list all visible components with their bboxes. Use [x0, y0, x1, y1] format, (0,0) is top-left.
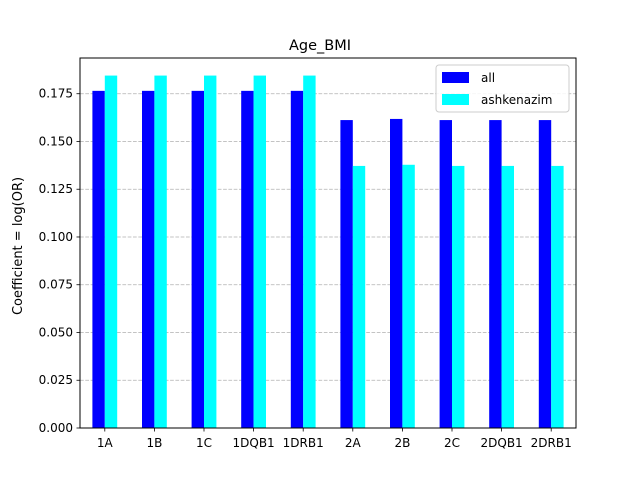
bar-ashkenazim-2DQB1 [501, 165, 514, 428]
x-tick-label: 2DRB1 [531, 436, 572, 450]
bar-ashkenazim-1DRB1 [303, 75, 316, 428]
legend-box [435, 64, 570, 113]
y-tick-label: 0.075 [39, 278, 73, 292]
bar-all-1C [191, 90, 204, 429]
bar-ashkenazim-1B [154, 75, 167, 428]
x-tick-label: 2A [345, 436, 362, 450]
x-tick-label: 2DQB1 [481, 436, 523, 450]
bar-ashkenazim-2C [452, 165, 465, 428]
x-tick-label: 2C [444, 436, 460, 450]
bar-ashkenazim-2DRB1 [551, 165, 564, 428]
y-tick-label: 0.025 [39, 373, 73, 387]
bar-all-1A [92, 90, 105, 429]
legend-label-ashkenazim: ashkenazim [481, 93, 552, 107]
axis-ticks: 0.000 0.025 0.050 0.075 0.100 0.125 0.150 0.175… [39, 87, 572, 450]
y-tick-label: 0.175 [39, 87, 73, 101]
bar-ashkenazim-2B [402, 164, 415, 429]
x-tick-label: 2B [394, 436, 410, 450]
bar-all-1DQB1 [241, 90, 254, 429]
x-tick-label: 1A [97, 436, 114, 450]
legend-swatch-ashkenazim [442, 94, 469, 105]
bar-all-2DRB1 [538, 120, 552, 428]
x-tick-label: 1C [196, 436, 212, 450]
legend: all ashkenazim [435, 64, 570, 113]
y-tick-label: 0.050 [39, 325, 73, 339]
y-tick-label: 0.125 [39, 182, 73, 196]
bars [92, 75, 564, 429]
bar-ashkenazim-1DQB1 [253, 75, 266, 428]
chart-title: Age_BMI [289, 38, 351, 54]
x-tick-label: 1DRB1 [283, 436, 324, 450]
bar-all-2C [439, 120, 452, 428]
bar-all-1B [142, 90, 155, 429]
bar-all-2DQB1 [489, 120, 502, 428]
plot-frame [79, 57, 577, 429]
bar-ashkenazim-2A [352, 165, 366, 428]
legend-label-all: all [481, 71, 495, 85]
bar-all-1DRB1 [290, 90, 304, 429]
bar-ashkenazim-1C [204, 75, 217, 428]
bar-all-2A [340, 120, 353, 428]
legend-swatch-all [442, 72, 469, 83]
bar-ashkenazim-1A [104, 75, 118, 428]
bar-all-2B [390, 118, 403, 428]
x-tick-label: 1B [146, 436, 162, 450]
y-tick-label: 0.000 [39, 421, 73, 435]
y-axis-label: Coefficient = log(OR) [11, 177, 26, 315]
x-tick-label: 1DQB1 [233, 436, 275, 450]
y-tick-label: 0.150 [39, 134, 73, 148]
y-tick-label: 0.100 [39, 230, 73, 244]
